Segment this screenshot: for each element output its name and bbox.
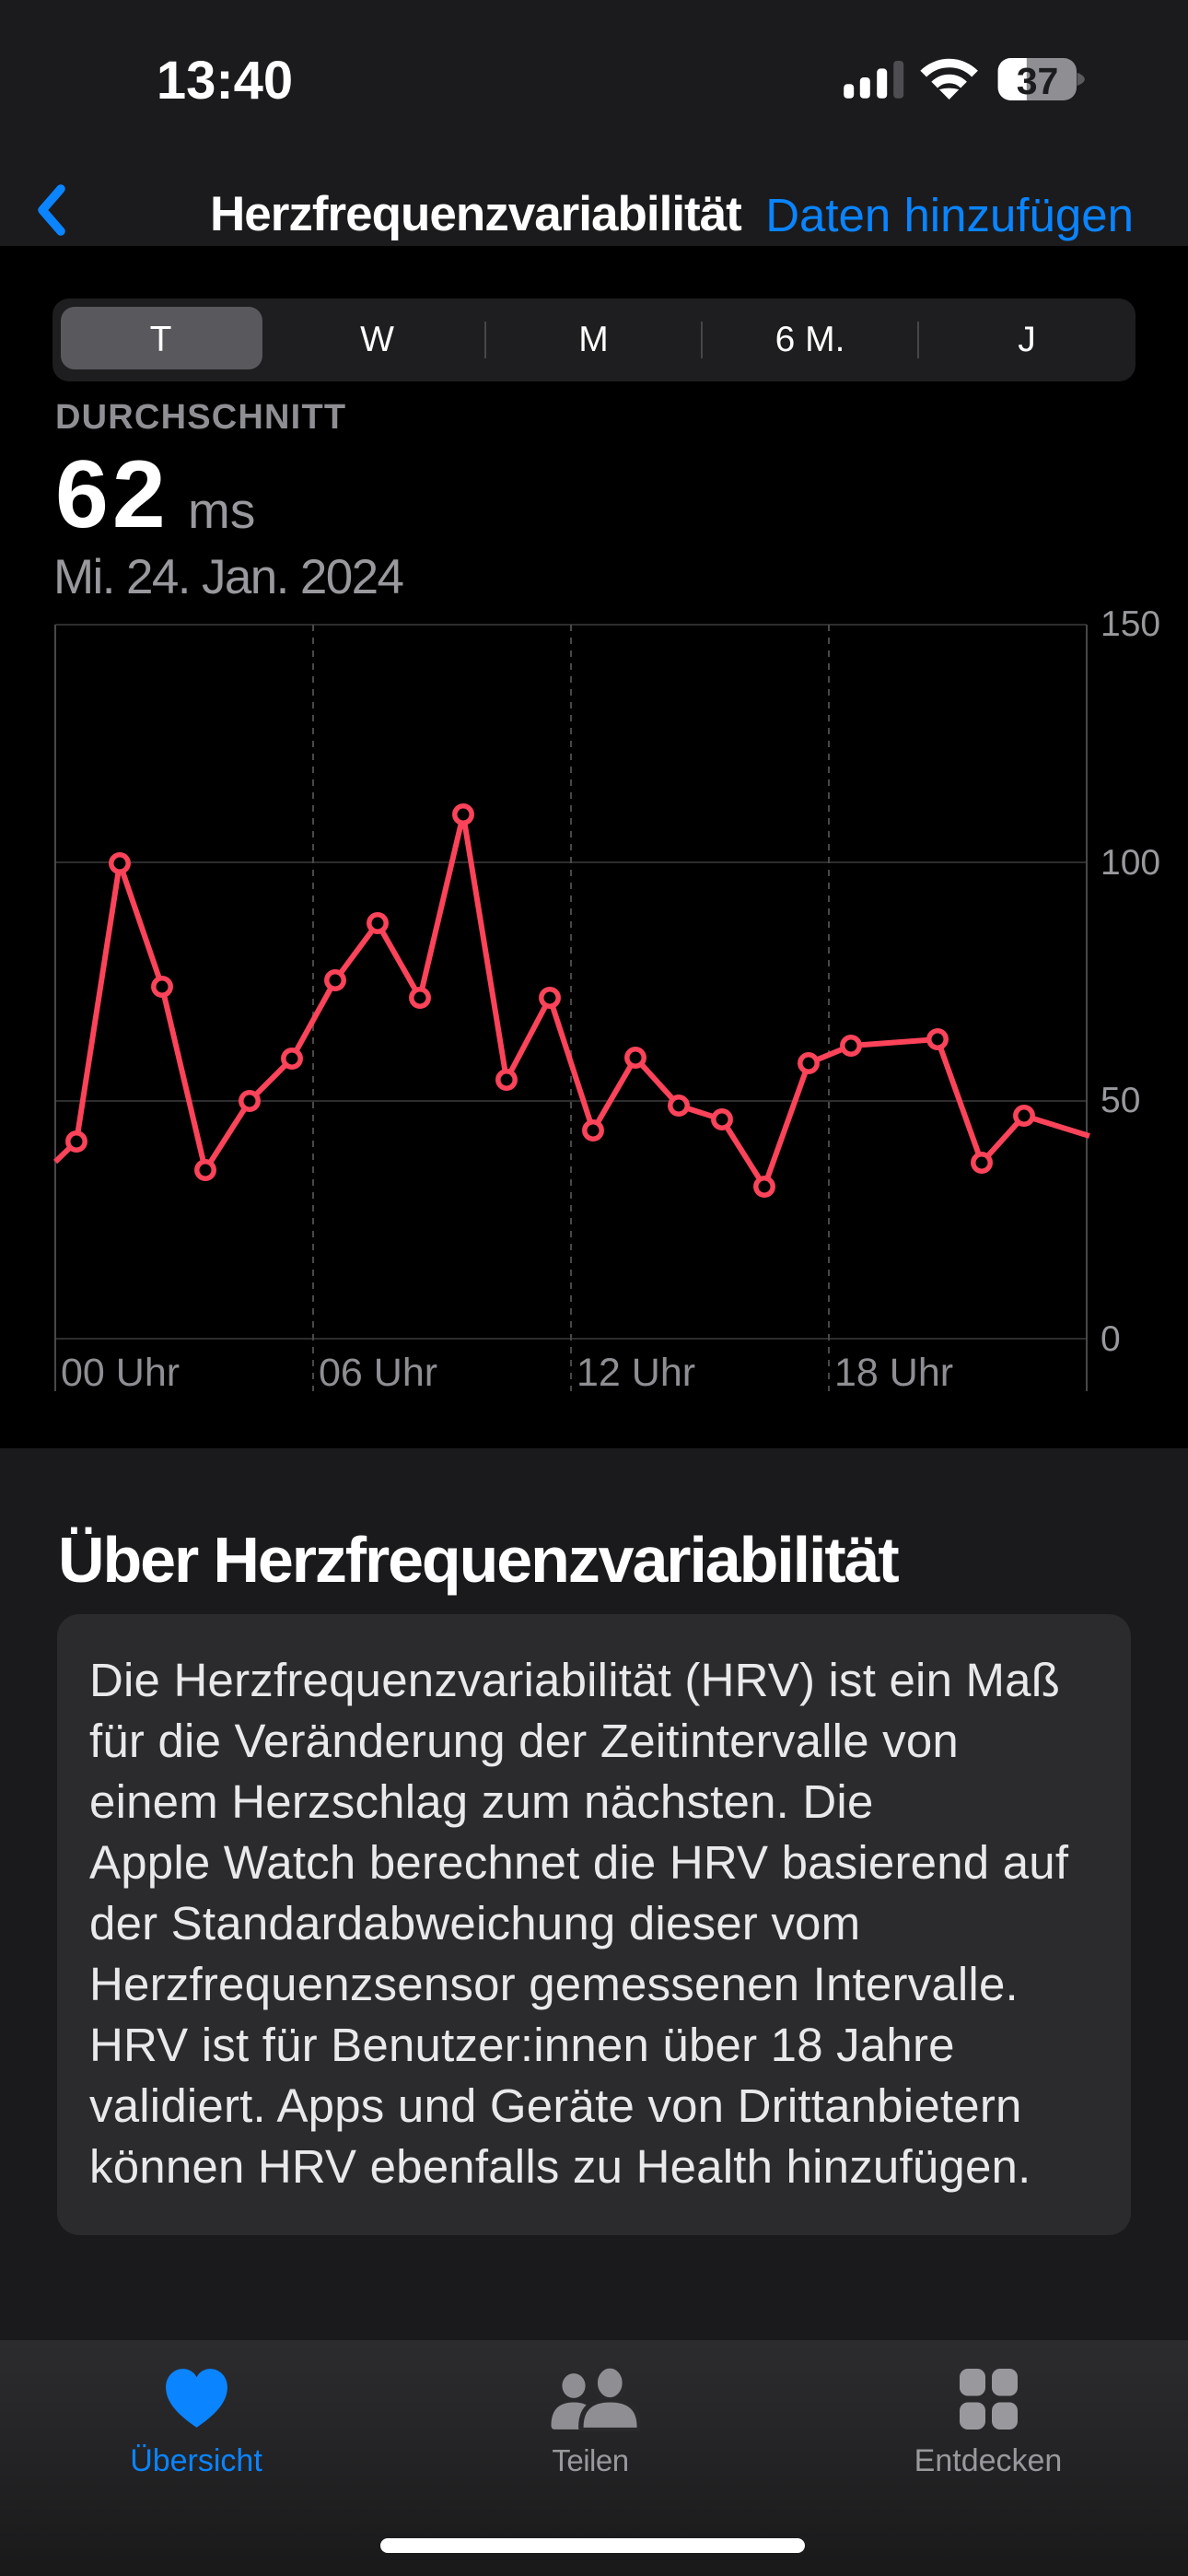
svg-text:100: 100 — [1101, 843, 1160, 883]
svg-text:37: 37 — [1017, 60, 1059, 102]
svg-text:00 Uhr: 00 Uhr — [61, 1351, 180, 1395]
svg-text:0: 0 — [1101, 1319, 1121, 1359]
svg-text:12 Uhr: 12 Uhr — [577, 1351, 695, 1395]
svg-text:18 Uhr: 18 Uhr — [834, 1351, 953, 1395]
svg-text:150: 150 — [1101, 604, 1160, 644]
svg-text:06 Uhr: 06 Uhr — [319, 1351, 437, 1395]
svg-text:50: 50 — [1101, 1081, 1140, 1120]
